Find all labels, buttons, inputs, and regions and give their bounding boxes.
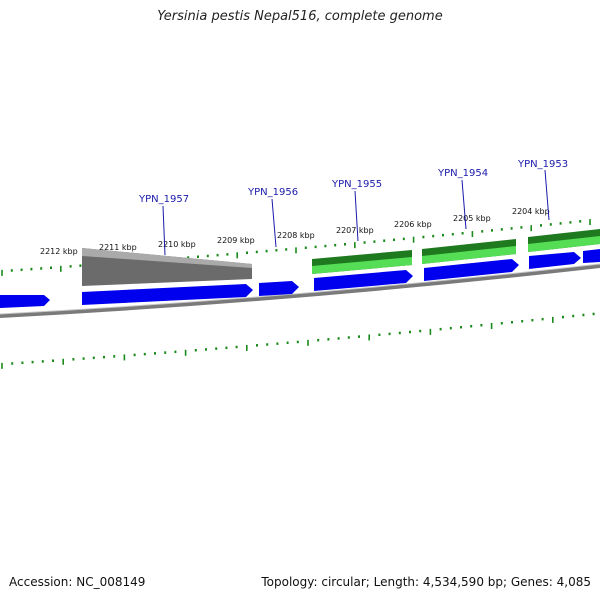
locus-label[interactable]: YPN_1956 <box>247 187 298 198</box>
ruler-label: 2208 kbp <box>277 231 315 240</box>
gene-arrow[interactable] <box>259 281 299 296</box>
locus-leader-line <box>162 205 166 256</box>
ruler-label: 2210 kbp <box>158 240 196 249</box>
reverse-strand-genes <box>82 229 600 286</box>
ruler-labels: 2212 kbp 2211 kbp 2210 kbp 2209 kbp 2208… <box>40 207 550 256</box>
gene-arrow[interactable] <box>424 259 519 281</box>
locus-label[interactable]: YPN_1957 <box>138 194 189 205</box>
gene-arrow[interactable] <box>529 252 581 269</box>
genome-summary-label: Topology: circular; Length: 4,534,590 bp… <box>261 575 591 589</box>
genome-backbone <box>0 264 600 318</box>
ruler-label: 2212 kbp <box>40 247 78 256</box>
locus-label[interactable]: YPN_1955 <box>331 179 382 190</box>
ruler-label: 2207 kbp <box>336 226 374 235</box>
locus-label[interactable]: YPN_1954 <box>437 168 488 179</box>
gene-block-shade <box>528 236 600 252</box>
locus-leader-line <box>271 198 277 248</box>
ruler-label: 2205 kbp <box>453 214 491 223</box>
locus-leader-line <box>461 179 467 230</box>
genome-backbone-highlight <box>0 263 600 315</box>
gene-block-shade <box>312 257 412 274</box>
locus-leader-line <box>544 169 550 221</box>
locus-leader-line <box>354 190 359 242</box>
ruler-label: 2209 kbp <box>217 236 255 245</box>
inner-tick-ring <box>1 312 595 369</box>
ruler-label: 2211 kbp <box>99 243 137 252</box>
ruler-label: 2204 kbp <box>512 207 550 216</box>
accession-label: Accession: NC_008149 <box>9 575 146 589</box>
gene-arrow[interactable] <box>583 249 600 263</box>
gene-arrow[interactable] <box>0 295 50 308</box>
gene-block-shade <box>82 248 252 268</box>
gene-block-shade <box>422 246 516 264</box>
gene-arrow[interactable] <box>314 270 413 291</box>
map-title: Yersinia pestis Nepal516, complete genom… <box>157 9 443 24</box>
locus-labels: YPN_1957 YPN_1956 YPN_1955 YPN_1954 YPN_… <box>138 159 568 256</box>
ruler-label: 2206 kbp <box>394 220 432 229</box>
forward-strand-genes <box>0 249 600 308</box>
locus-label[interactable]: YPN_1953 <box>517 159 568 170</box>
gene-arrow[interactable] <box>82 284 253 305</box>
